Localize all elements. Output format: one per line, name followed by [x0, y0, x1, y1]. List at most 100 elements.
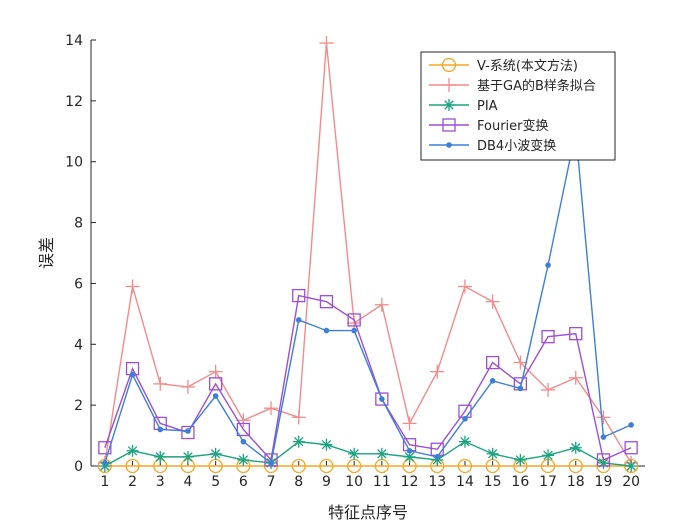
data-point-shape: [485, 355, 500, 370]
data-point: [125, 458, 140, 474]
series-line: [104, 294, 632, 462]
data-point: [462, 416, 468, 422]
x-tick-label: 10: [345, 474, 363, 490]
data-point-shape: [432, 455, 442, 465]
legend-box: [420, 51, 616, 161]
data-point-shape: [434, 454, 441, 460]
data-point: [596, 410, 611, 425]
data-point: [600, 434, 607, 440]
data-point-shape: [628, 422, 634, 428]
data-point-shape: [351, 327, 357, 334]
data-point-shape: [323, 327, 330, 334]
legend-label: 基于GA的B样条拟合: [477, 78, 596, 94]
data-point-shape: [404, 452, 415, 462]
data-point: [180, 379, 195, 394]
legend: V-系统(本文方法) 基于GA的B样条拟合 PIA Fourier变换 DB4小波变换: [420, 51, 616, 161]
data-point: [264, 401, 279, 416]
data-point: [351, 327, 357, 334]
legend-marker: [443, 99, 455, 111]
data-point: [291, 458, 306, 474]
series-line: [104, 131, 632, 465]
data-point-shape: [517, 385, 524, 392]
data-point-shape: [541, 330, 555, 344]
data-point-shape: [349, 449, 359, 459]
data-point: [406, 447, 413, 454]
data-point: [514, 453, 527, 466]
data-point: [291, 410, 306, 425]
data-point: [208, 364, 223, 379]
data-point: [154, 450, 167, 463]
x-tick-label: 19: [595, 474, 613, 490]
legend-label: V-系统(本文方法): [477, 58, 578, 74]
data-point: [628, 422, 634, 428]
data-point-shape: [600, 434, 607, 440]
data-point-shape: [596, 453, 611, 467]
data-point-shape: [319, 458, 334, 474]
data-point: [569, 441, 582, 454]
legend-item: V-系统(本文方法): [429, 57, 578, 74]
data-point: [319, 295, 334, 309]
legend-marker-shape: [444, 100, 454, 110]
legend-item: DB4小波变换: [429, 138, 556, 154]
data-point: [319, 458, 334, 474]
data-point: [98, 460, 111, 472]
data-point-shape: [129, 371, 136, 378]
y-tick-label: 14: [65, 33, 83, 49]
x-tick-label: 5: [211, 474, 220, 490]
data-point-shape: [268, 460, 274, 466]
data-point: [153, 376, 168, 391]
data-point: [319, 36, 334, 51]
data-point-shape: [626, 461, 636, 471]
x-tick-label: 12: [401, 474, 419, 490]
x-tick-label: 2: [128, 474, 137, 490]
data-point-shape: [569, 326, 583, 341]
x-tick-label: 18: [567, 474, 585, 490]
data-point-shape: [240, 438, 247, 445]
data-point: [457, 279, 472, 294]
data-point-shape: [98, 441, 112, 455]
data-point: [102, 460, 108, 466]
data-point-shape: [295, 317, 302, 323]
x-tick-label: 11: [373, 474, 391, 490]
data-point: [185, 428, 191, 434]
data-point: [292, 435, 305, 448]
data-point: [240, 438, 247, 445]
data-point: [541, 382, 556, 397]
data-point: [323, 327, 330, 334]
series-2: [98, 435, 638, 472]
y-tick-label: 12: [65, 94, 83, 110]
data-point-shape: [100, 461, 110, 471]
data-point: [236, 413, 251, 428]
data-point: [237, 453, 250, 466]
series-line: [104, 440, 632, 467]
series-4: [102, 128, 634, 466]
legend-item: 基于GA的B样条拟合: [429, 78, 596, 94]
data-point: [568, 458, 583, 474]
data-point-shape: [321, 439, 332, 450]
data-point: [129, 371, 136, 378]
data-point-shape: [545, 262, 551, 268]
data-point: [268, 460, 274, 466]
data-point: [457, 458, 473, 474]
data-point: [157, 426, 164, 433]
x-tick-label: 4: [183, 474, 192, 490]
x-tick-label: 3: [156, 474, 165, 490]
y-tick-label: 0: [74, 459, 83, 475]
data-point: [568, 370, 583, 385]
y-tick-label: 2: [74, 398, 83, 414]
legend-marker: [446, 142, 452, 148]
legend-marker-shape: [441, 57, 457, 73]
data-point-shape: [624, 441, 638, 455]
legend-item: PIA: [429, 99, 498, 114]
data-point-shape: [292, 288, 306, 303]
data-point-shape: [210, 449, 221, 459]
data-point-shape: [127, 446, 138, 456]
data-point: [236, 422, 251, 437]
x-tick-label: 17: [539, 474, 557, 490]
data-point-shape: [543, 450, 553, 461]
data-point-shape: [375, 392, 389, 406]
data-point: [181, 425, 195, 440]
data-point-shape: [462, 416, 468, 422]
x-tick-label: 13: [428, 474, 446, 490]
